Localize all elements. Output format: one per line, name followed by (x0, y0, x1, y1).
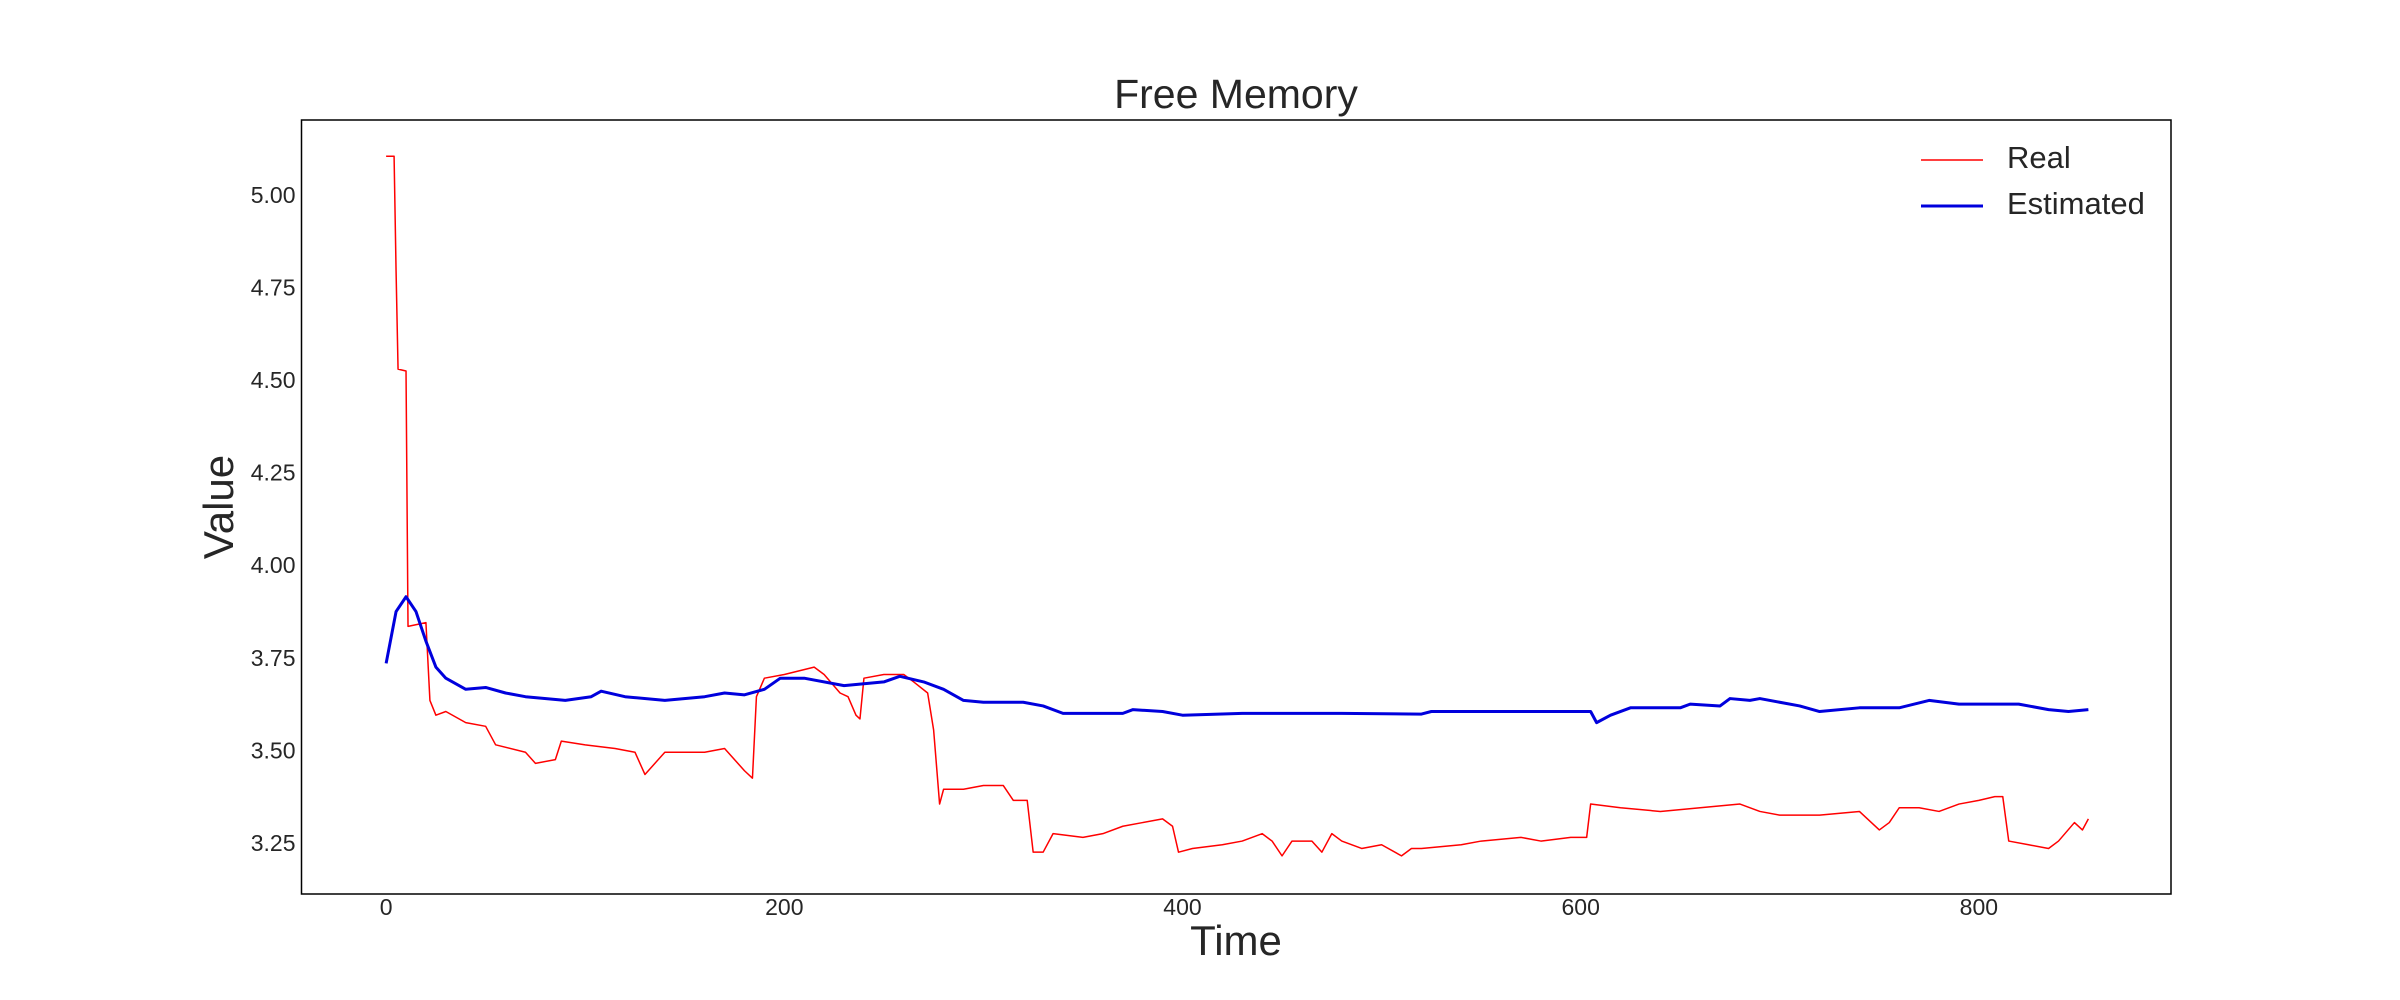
x-tick-label: 400 (1163, 894, 1201, 920)
x-tick-label: 800 (1960, 894, 1998, 920)
y-axis-label: Value (195, 455, 242, 559)
x-tick-label: 0 (380, 894, 393, 920)
y-tick-label: 4.50 (251, 367, 296, 393)
y-tick-label: 5.00 (251, 182, 296, 208)
y-tick-label: 3.25 (251, 830, 296, 856)
x-axis-label: Time (1190, 917, 1282, 964)
chart-title: Free Memory (1114, 71, 1358, 117)
legend-label: Real (2007, 140, 2071, 175)
x-tick-label: 200 (765, 894, 803, 920)
y-tick-label: 4.25 (251, 460, 296, 486)
plot-frame (300, 119, 2172, 895)
line-series (384, 595, 2089, 725)
y-tick-label: 3.50 (251, 737, 296, 763)
y-tick-label: 4.75 (251, 275, 296, 301)
line-series (386, 155, 2090, 857)
x-tick-label: 600 (1561, 894, 1599, 920)
y-tick-label: 3.75 (251, 645, 296, 671)
y-tick-label: 4.00 (251, 552, 296, 578)
legend-label: Estimated (2007, 186, 2145, 221)
